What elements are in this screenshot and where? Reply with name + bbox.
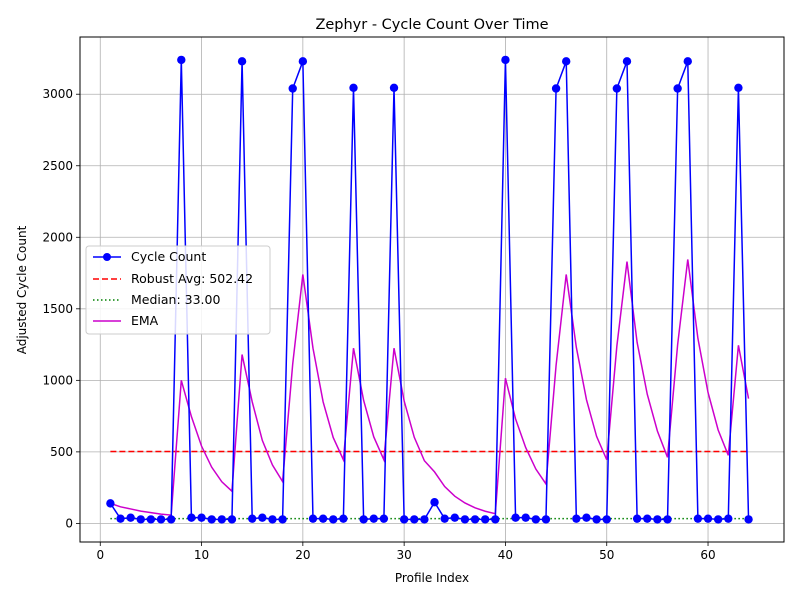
cycle-count-point <box>288 84 297 93</box>
cycle-count-point <box>470 515 480 524</box>
x-tick-label: 60 <box>700 548 715 562</box>
x-tick-label: 30 <box>397 548 412 562</box>
cycle-count-point <box>126 513 135 522</box>
cycle-count-point <box>268 515 277 524</box>
chart-title: Zephyr - Cycle Count Over Time <box>315 17 548 33</box>
cycle-count-point <box>460 515 470 524</box>
cycle-count-point <box>734 83 743 92</box>
cycle-count-point <box>653 515 662 524</box>
y-tick-label: 1500 <box>42 302 73 316</box>
cycle-count-point <box>349 83 358 92</box>
cycle-count-point <box>146 515 156 524</box>
legend-marker-cycle-count <box>103 253 111 261</box>
y-tick-label: 1000 <box>42 373 73 387</box>
cycle-count-point <box>227 515 237 524</box>
cycle-count-point <box>582 513 591 522</box>
cycle-count-point <box>258 513 267 522</box>
x-tick-label: 40 <box>498 548 513 562</box>
cycle-count-point <box>713 515 723 524</box>
cycle-count-point <box>643 514 652 523</box>
cycle-count-point <box>339 514 348 523</box>
y-tick-label: 2500 <box>42 159 73 173</box>
x-tick-label: 20 <box>295 548 310 562</box>
cycle-count-point <box>359 515 368 524</box>
cycle-count-point <box>531 515 541 524</box>
cycle-count-point <box>278 515 287 524</box>
cycle-count-point <box>308 514 318 523</box>
cycle-count-point <box>329 515 338 524</box>
legend: Cycle Count Robust Avg: 502.42 Median: 3… <box>85 245 271 335</box>
cycle-count-point <box>187 513 196 522</box>
cycle-count-point <box>106 499 115 508</box>
cycle-count-point <box>551 84 561 93</box>
cycle-count-point <box>744 515 753 524</box>
legend-box <box>85 245 271 335</box>
y-tick-label: 2000 <box>42 230 73 244</box>
y-tick-label: 3000 <box>42 87 73 101</box>
cycle-count-point <box>562 57 571 66</box>
cycle-count-point <box>166 515 176 524</box>
cycle-count-point <box>693 514 703 523</box>
cycle-count-point <box>298 57 308 66</box>
legend-label-ema: EMA <box>131 313 159 328</box>
y-tick-label: 0 <box>65 516 73 530</box>
cycle-count-point <box>410 515 419 524</box>
x-tick-label: 0 <box>96 548 104 562</box>
cycle-count-point <box>673 84 682 93</box>
cycle-count-point <box>683 57 692 66</box>
x-tick-label: 50 <box>599 548 614 562</box>
cycle-count-line <box>109 59 750 521</box>
cycle-count-point <box>369 514 378 523</box>
cycle-count-point <box>501 55 510 65</box>
cycle-count-point <box>480 515 490 524</box>
cycle-count-point <box>379 514 389 523</box>
cycle-count-point <box>136 515 145 524</box>
reference-lines <box>110 450 749 520</box>
cycle-count-point <box>237 57 247 66</box>
legend-label-median: Median: 33.00 <box>131 292 220 307</box>
cycle-count-point <box>318 514 328 523</box>
cycle-count-point <box>156 515 166 524</box>
x-tick-label: 10 <box>194 548 209 562</box>
cycle-count-point <box>521 513 530 522</box>
cycle-count-point <box>430 498 439 507</box>
cycle-count-point <box>612 84 622 93</box>
y-axis: 0 500 1000 1500 2000 2500 3000 <box>42 87 80 530</box>
cycle-count-point <box>420 515 429 524</box>
plot-frame <box>79 36 785 543</box>
cycle-count-point <box>450 513 459 522</box>
cycle-count-point <box>622 57 632 66</box>
y-axis-title: Adjusted Cycle Count <box>15 225 29 354</box>
x-axis-title: Profile Index <box>395 571 469 585</box>
cycle-count-point <box>440 514 449 523</box>
cycle-count-point <box>197 513 206 522</box>
ema-line <box>110 259 750 516</box>
cycle-count-point <box>116 514 125 523</box>
series-layer <box>106 55 753 524</box>
cycle-count-point <box>389 83 399 92</box>
cycle-count-point <box>572 514 581 523</box>
cycle-count-point <box>207 515 216 524</box>
cycle-count-point <box>491 515 500 524</box>
cycle-count-point <box>602 515 611 524</box>
cycle-count-point <box>511 513 520 522</box>
cycle-count-point <box>592 515 601 524</box>
cycle-count-point <box>663 515 672 524</box>
cycle-count-point <box>177 55 186 65</box>
cycle-count-point <box>632 514 642 523</box>
legend-label-cycle-count: Cycle Count <box>131 249 206 264</box>
cycle-count-point <box>217 515 227 524</box>
cycle-count-point <box>703 514 713 523</box>
x-axis: 0 10 20 30 40 50 60 <box>96 542 716 562</box>
cycle-count-point <box>541 515 551 524</box>
cycle-count-point <box>248 514 257 523</box>
cycle-count-point <box>399 515 409 524</box>
cycle-count-point <box>724 514 733 523</box>
legend-label-robust-avg: Robust Avg: 502.42 <box>131 271 253 286</box>
y-tick-label: 500 <box>50 445 73 459</box>
